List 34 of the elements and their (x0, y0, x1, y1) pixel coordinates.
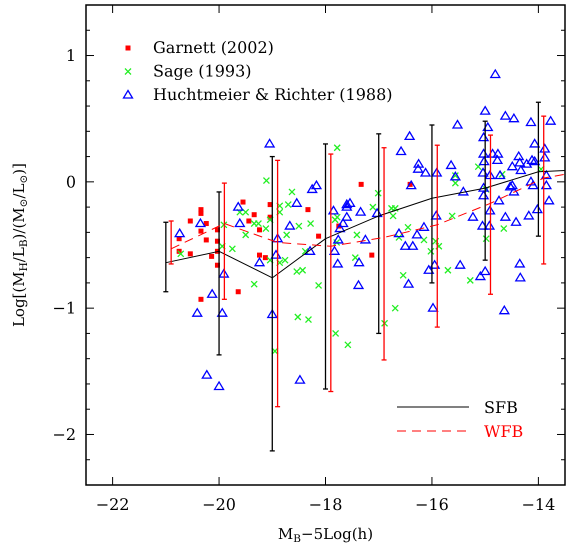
point (257, 252, 262, 258)
point (188, 251, 193, 256)
y-tick-label: −2 (52, 424, 76, 444)
point (198, 296, 204, 302)
point (198, 228, 204, 234)
point (305, 207, 310, 212)
point (316, 234, 322, 239)
legend-label: Huchtmeier & Richter (1988) (153, 85, 393, 104)
point (358, 182, 364, 187)
x-tick-label: −16 (415, 495, 449, 514)
point (198, 210, 204, 216)
point (262, 255, 268, 260)
x-tick-label: −14 (522, 495, 556, 514)
y-tick-label: −1 (52, 298, 76, 318)
point (369, 252, 374, 258)
point (204, 221, 209, 226)
point (204, 237, 209, 242)
point (236, 289, 241, 294)
x-tick-label: −18 (308, 495, 342, 514)
point (240, 200, 246, 205)
x-tick-label: −20 (202, 495, 236, 514)
legend-label: WFB (484, 422, 524, 441)
point (257, 227, 262, 232)
legend-label: Garnett (2002) (153, 38, 274, 57)
point (246, 218, 252, 224)
legend-label: SFB (484, 398, 518, 417)
point (209, 254, 214, 259)
point (188, 218, 193, 224)
y-tick-label: 1 (66, 46, 76, 66)
x-axis-title: M$_{B}$−5Log(h) (278, 525, 374, 545)
point (252, 212, 257, 218)
legend-label: Sage (1993) (153, 62, 252, 80)
y-tick-label: 0 (66, 172, 76, 192)
x-tick-label: −22 (96, 495, 130, 514)
